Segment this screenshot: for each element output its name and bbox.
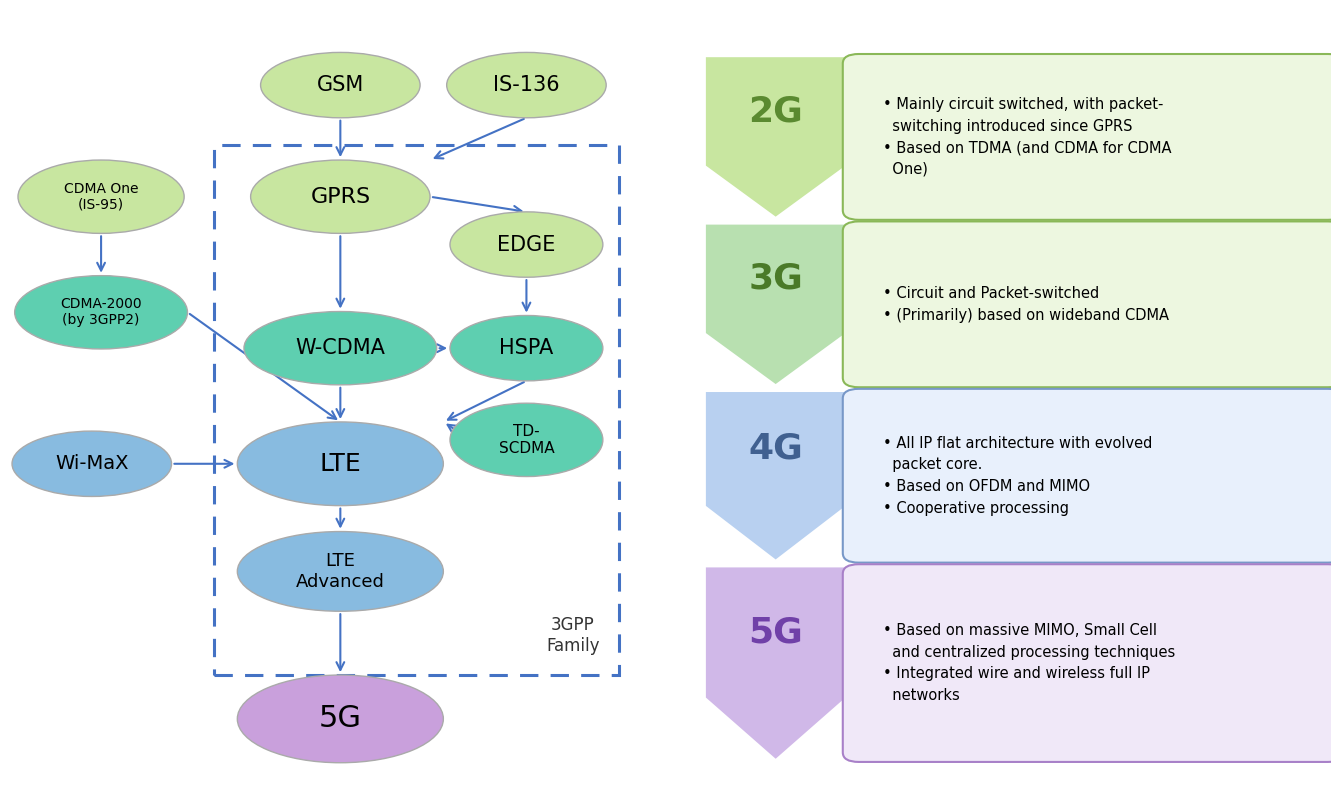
Text: • Based on massive MIMO, Small Cell
  and centralized processing techniques
• In: • Based on massive MIMO, Small Cell and … bbox=[883, 623, 1175, 703]
Text: 4G: 4G bbox=[749, 432, 803, 466]
Ellipse shape bbox=[237, 675, 444, 762]
Polygon shape bbox=[706, 392, 846, 559]
Polygon shape bbox=[706, 57, 846, 217]
Text: 3G: 3G bbox=[749, 262, 803, 296]
FancyBboxPatch shape bbox=[843, 222, 1332, 387]
Text: LTE
Advanced: LTE Advanced bbox=[296, 552, 385, 591]
Ellipse shape bbox=[237, 531, 444, 611]
FancyBboxPatch shape bbox=[843, 54, 1332, 220]
Text: IS-136: IS-136 bbox=[493, 75, 559, 95]
Text: GPRS: GPRS bbox=[310, 186, 370, 206]
Ellipse shape bbox=[244, 311, 437, 385]
Text: W-CDMA: W-CDMA bbox=[296, 338, 385, 358]
Text: LTE: LTE bbox=[320, 452, 361, 476]
Ellipse shape bbox=[446, 53, 606, 118]
Ellipse shape bbox=[15, 276, 188, 349]
FancyBboxPatch shape bbox=[843, 564, 1332, 762]
Text: • Mainly circuit switched, with packet-
  switching introduced since GPRS
• Base: • Mainly circuit switched, with packet- … bbox=[883, 97, 1171, 177]
Text: TD-
SCDMA: TD- SCDMA bbox=[498, 424, 554, 456]
Ellipse shape bbox=[250, 160, 430, 234]
Text: • Circuit and Packet-switched
• (Primarily) based on wideband CDMA: • Circuit and Packet-switched • (Primari… bbox=[883, 286, 1168, 322]
Text: 2G: 2G bbox=[749, 94, 803, 129]
Text: 5G: 5G bbox=[749, 615, 803, 650]
Text: GSM: GSM bbox=[317, 75, 364, 95]
Ellipse shape bbox=[19, 160, 184, 234]
Ellipse shape bbox=[237, 422, 444, 506]
Ellipse shape bbox=[450, 315, 603, 381]
Polygon shape bbox=[706, 567, 846, 758]
Text: 5G: 5G bbox=[318, 704, 362, 734]
Text: EDGE: EDGE bbox=[497, 234, 555, 254]
Text: CDMA One
(IS-95): CDMA One (IS-95) bbox=[64, 182, 139, 212]
FancyBboxPatch shape bbox=[843, 389, 1332, 562]
Text: • All IP flat architecture with evolved
  packet core.
• Based on OFDM and MIMO
: • All IP flat architecture with evolved … bbox=[883, 436, 1152, 516]
Polygon shape bbox=[706, 225, 846, 384]
Text: Wi-MaX: Wi-MaX bbox=[55, 454, 128, 474]
Ellipse shape bbox=[261, 53, 420, 118]
Ellipse shape bbox=[450, 212, 603, 278]
Text: HSPA: HSPA bbox=[500, 338, 554, 358]
Ellipse shape bbox=[450, 403, 603, 477]
Text: 3GPP
Family: 3GPP Family bbox=[546, 616, 599, 654]
Ellipse shape bbox=[12, 431, 172, 497]
Text: CDMA-2000
(by 3GPP2): CDMA-2000 (by 3GPP2) bbox=[60, 298, 143, 327]
